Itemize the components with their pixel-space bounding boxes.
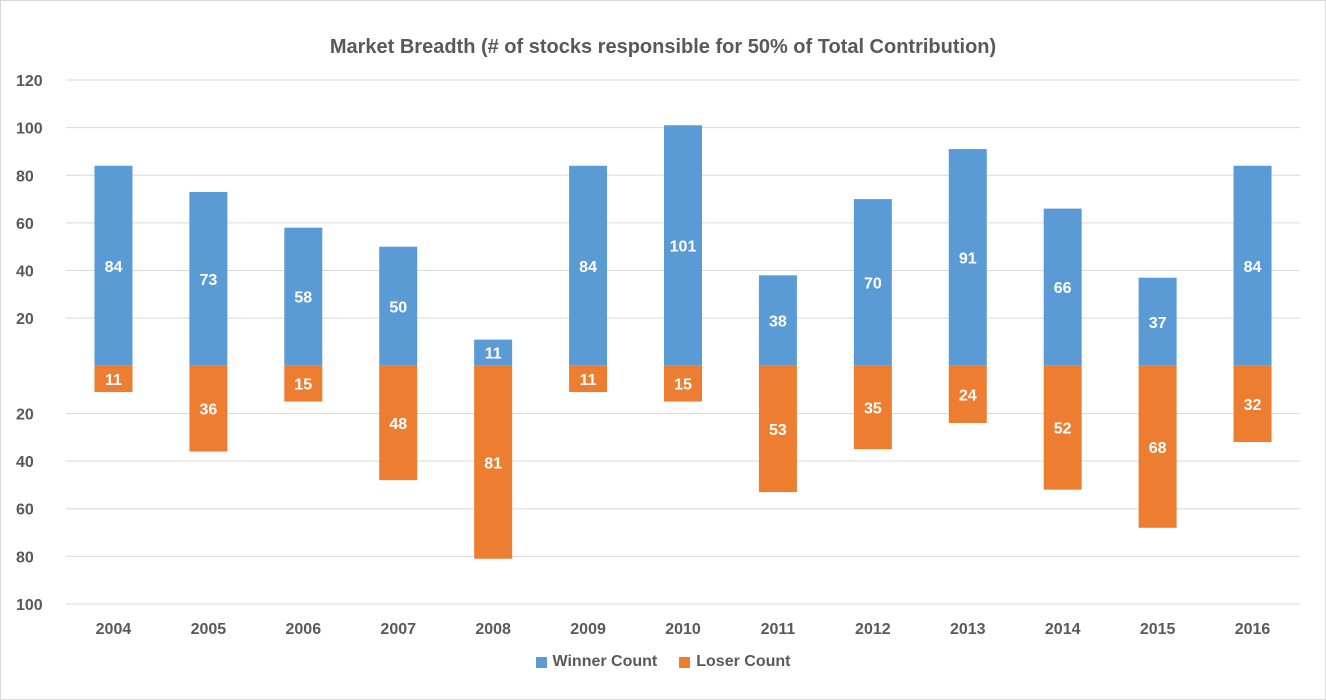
winner-bar-2007 [379, 246, 418, 366]
loser-bar-2013 [948, 365, 987, 423]
x-tick-label: 2012 [855, 621, 891, 638]
legend-label-loser: Loser Count [696, 653, 791, 670]
loser-bar-2008 [474, 365, 513, 559]
y-tick-label: 100 [16, 597, 43, 614]
winner-label-2006: 58 [294, 290, 312, 307]
loser-bar-2012 [853, 365, 892, 450]
winner-label-2008: 11 [485, 346, 502, 363]
x-tick-label: 2005 [191, 621, 227, 638]
legend-item-winner: Winner Count [535, 653, 658, 671]
y-tick-label: 60 [16, 502, 34, 519]
loser-label-2010: 15 [674, 377, 692, 394]
winner-label-2005: 73 [199, 272, 217, 289]
y-tick-label: 40 [16, 264, 34, 281]
winner-label-2010: 101 [670, 239, 697, 256]
x-tick-label: 2011 [761, 621, 796, 638]
loser-bar-2005 [189, 365, 228, 452]
winner-label-2011: 38 [769, 314, 787, 331]
loser-bar-2011 [758, 365, 797, 493]
winner-bar-2008 [474, 339, 513, 366]
x-tick-label: 2004 [96, 621, 132, 638]
loser-bar-2009 [569, 365, 608, 393]
winner-bar-2010 [664, 125, 702, 366]
winner-bar-2004 [94, 165, 133, 366]
winner-label-2009: 84 [579, 259, 597, 276]
y-tick-label: 20 [16, 406, 34, 423]
winner-label-2012: 70 [864, 275, 882, 292]
winner-bar-2015 [1138, 277, 1177, 366]
x-tick-label: 2008 [475, 621, 511, 638]
winner-label-2016: 84 [1244, 259, 1262, 276]
loser-label-2013: 24 [959, 387, 977, 404]
x-tick-label: 2016 [1235, 621, 1271, 638]
loser-label-2008: 81 [484, 455, 502, 472]
loser-bar-2007 [379, 365, 418, 481]
y-tick-label: 40 [16, 454, 34, 471]
loser-label-2006: 15 [294, 377, 312, 394]
winner-label-2014: 66 [1054, 280, 1072, 297]
loser-bar-2016 [1233, 365, 1272, 443]
winner-label-2007: 50 [389, 299, 407, 316]
loser-label-2016: 32 [1244, 397, 1262, 414]
winner-bar-2005 [189, 191, 228, 366]
winner-label-2004: 84 [105, 259, 123, 276]
loser-label-2012: 35 [864, 401, 882, 418]
loser-bar-2015 [1138, 365, 1177, 528]
y-tick-label: 80 [16, 549, 34, 566]
legend-label-winner: Winner Count [552, 653, 658, 670]
x-tick-label: 2007 [380, 621, 416, 638]
x-tick-label: 2006 [286, 621, 322, 638]
y-tick-label: 20 [16, 311, 34, 328]
x-tick-label: 2015 [1140, 621, 1176, 638]
loser-bar-2004 [94, 365, 133, 393]
winner-label-2015: 37 [1149, 315, 1167, 332]
loser-bar-2014 [1043, 365, 1082, 490]
winner-label-2013: 91 [959, 250, 977, 267]
loser-label-2014: 52 [1054, 421, 1072, 438]
loser-label-2015: 68 [1149, 440, 1167, 457]
chart-title: Market Breadth (# of stocks responsible … [329, 36, 997, 58]
loser-label-2004: 11 [105, 372, 122, 389]
y-tick-label: 80 [16, 168, 34, 185]
loser-label-2011: 53 [769, 422, 787, 439]
legend-swatch-loser [679, 656, 691, 668]
winner-bar-2016 [1233, 165, 1272, 366]
winner-bar-2011 [758, 275, 797, 366]
y-tick-label: 120 [16, 73, 43, 90]
y-tick-label: 100 [16, 121, 43, 138]
winner-bar-2009 [569, 165, 608, 366]
x-tick-label: 2014 [1045, 621, 1081, 638]
legend-swatch-winner [535, 656, 547, 668]
loser-label-2005: 36 [199, 402, 217, 419]
x-tick-label: 2010 [665, 621, 701, 638]
legend-item-loser: Loser Count [679, 653, 790, 671]
winner-bar-2013 [948, 149, 987, 366]
winner-bar-2014 [1043, 208, 1082, 366]
loser-bar-2006 [284, 365, 323, 402]
loser-label-2007: 48 [389, 416, 407, 433]
loser-label-2009: 11 [580, 372, 597, 389]
loser-bar-2010 [664, 365, 702, 402]
x-tick-label: 2009 [570, 621, 606, 638]
x-tick-label: 2013 [950, 621, 986, 638]
winner-bar-2006 [284, 227, 323, 366]
winner-bar-2012 [853, 199, 892, 366]
legend: Winner Count Loser Count [0, 653, 1326, 671]
y-tick-label: 60 [16, 216, 34, 233]
